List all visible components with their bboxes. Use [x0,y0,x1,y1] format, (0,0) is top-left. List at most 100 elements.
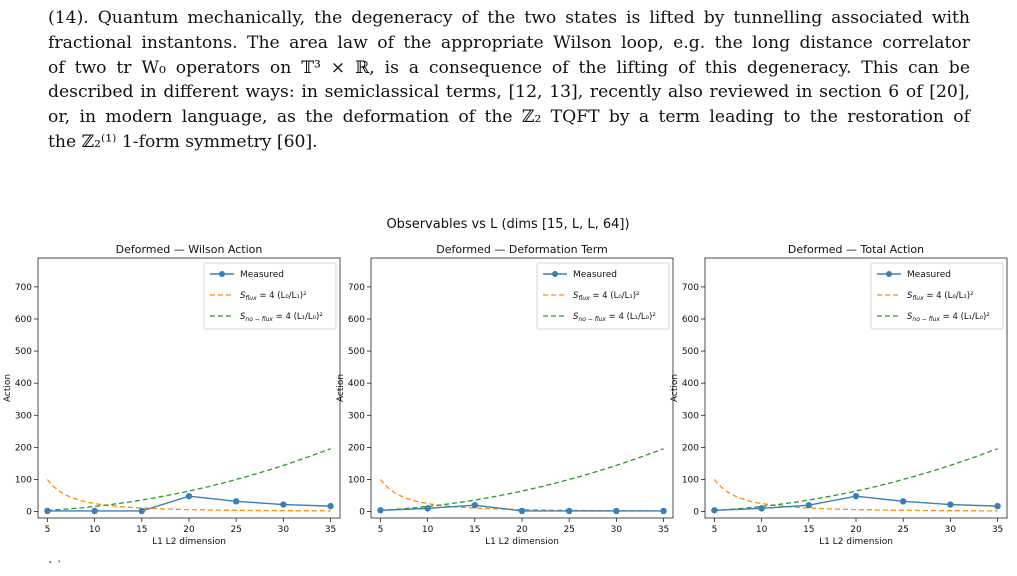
x-tick-label: 20 [183,525,195,535]
paragraph-line: the ℤ₂⁽¹⁾ 1-form symmetry [60]. [48,131,318,152]
chart-title: Deformed — Wilson Action [116,243,263,256]
legend-label-measured: Measured [573,270,617,280]
series-line-no-flux [47,448,331,511]
data-point [613,507,620,515]
data-point [424,505,431,512]
data-point [327,502,334,510]
y-tick-label: 600 [348,315,365,325]
data-point [232,498,240,505]
legend-marker-measured [886,271,892,277]
data-point [185,492,193,500]
y-tick-label: 300 [15,411,32,421]
x-tick-label: 30 [278,525,290,535]
figure: Observables vs L (dims [15, L, L, 64]) D… [0,208,1017,548]
data-point [377,507,384,514]
y-axis-label: Action [3,374,13,402]
data-point [471,501,479,509]
x-tick-label: 5 [712,525,718,535]
y-tick-label: 100 [15,475,32,485]
y-tick-label: 400 [682,379,699,389]
paragraph-line: or, in modern language, as the deformati… [48,107,970,128]
data-point [711,507,718,514]
y-tick-label: 700 [682,283,699,293]
y-tick-label: 0 [693,508,699,518]
y-tick-label: 500 [682,347,699,357]
data-point [660,507,667,515]
series-line-flux [46,479,331,512]
data-point [91,507,98,515]
data-point [138,507,146,515]
paragraph-line: fractional instantons. The area law of t… [48,32,970,53]
chart-panel: Deformed — Total Action 5 10 15 20 25 30 35 0 100… [670,243,1008,547]
y-tick-label: 400 [348,379,365,389]
footer-mark: · ˑ [48,555,62,571]
legend-label-flux: Sflux = 4 (L₀/L₁)² [573,291,639,302]
x-tick-label: 30 [611,525,623,535]
y-tick-label: 700 [348,283,365,293]
paragraph-line: described in different ways: in semiclas… [48,82,970,103]
y-tick-label: 500 [348,347,365,357]
paragraph-line: (14). Quantum mechanically, the degenera… [48,8,970,28]
data-point [565,507,573,515]
legend-label-no-flux: Sno − flux = 4 (L₁/L₀)² [907,312,990,323]
chart-panel: Deformed — Wilson Action 5 10 15 20 25 30 35 0 10… [3,243,341,547]
y-tick-label: 200 [15,443,32,453]
x-tick-label: 20 [516,525,528,535]
x-axis-label: L1 L2 dimension [485,537,559,547]
series-line-no-flux [380,448,664,511]
x-axis-label: L1 L2 dimension [819,537,893,547]
data-point [280,501,287,508]
legend-label-measured: Measured [240,270,284,280]
data-point [852,492,860,500]
x-tick-label: 10 [756,525,768,535]
y-tick-label: 500 [15,347,32,357]
y-tick-label: 0 [26,508,32,518]
data-point [758,505,765,512]
legend-marker-measured [219,271,225,277]
data-point [994,502,1001,510]
y-tick-label: 600 [15,315,32,325]
chart-title: Deformed — Deformation Term [436,243,607,256]
legend-label-no-flux: Sno − flux = 4 (L₁/L₀)² [240,312,323,323]
x-tick-label: 20 [850,525,862,535]
legend-label-no-flux: Sno − flux = 4 (L₁/L₀)² [573,312,656,323]
x-tick-label: 25 [897,525,908,535]
body-paragraph: (14). Quantum mechanically, the degenera… [48,6,970,155]
x-tick-label: 25 [563,525,574,535]
x-tick-label: 5 [45,525,51,535]
x-tick-label: 15 [469,525,480,535]
y-axis-label: Action [670,374,680,402]
y-tick-label: 100 [348,475,365,485]
legend-marker-measured [552,271,558,277]
chart-panel: Deformed — Deformation Term 5 10 15 20 25 30 35… [336,243,674,547]
data-point [805,501,813,509]
x-tick-label: 25 [230,525,241,535]
paragraph-line: of two tr W₀ operators on 𝕋³ × ℝ, is a c… [48,57,970,78]
data-point [947,501,954,508]
legend-box [536,262,670,330]
x-tick-label: 10 [89,525,101,535]
x-tick-label: 5 [378,525,384,535]
figure-svg: Observables vs L (dims [15, L, L, 64]) D… [3,217,1008,547]
y-tick-label: 200 [682,443,699,453]
x-tick-label: 30 [945,525,957,535]
y-tick-label: 400 [15,379,32,389]
y-tick-label: 200 [348,443,365,453]
legend-label-flux: Sflux = 4 (L₀/L₁)² [240,291,306,302]
series-line-flux [379,479,664,512]
x-axis-label: L1 L2 dimension [152,537,226,547]
legend-label-flux: Sflux = 4 (L₀/L₁)² [907,291,973,302]
y-tick-label: 300 [682,411,699,421]
x-tick-label: 35 [992,525,1003,535]
series-line-no-flux [714,448,998,511]
y-tick-label: 0 [359,508,365,518]
y-tick-label: 600 [682,315,699,325]
x-tick-label: 15 [136,525,147,535]
x-tick-label: 15 [803,525,814,535]
series-line-flux [713,479,998,512]
x-tick-label: 35 [325,525,336,535]
legend-box [870,262,1004,330]
legend-label-measured: Measured [907,270,951,280]
data-point [518,507,526,515]
legend-box [203,262,337,330]
